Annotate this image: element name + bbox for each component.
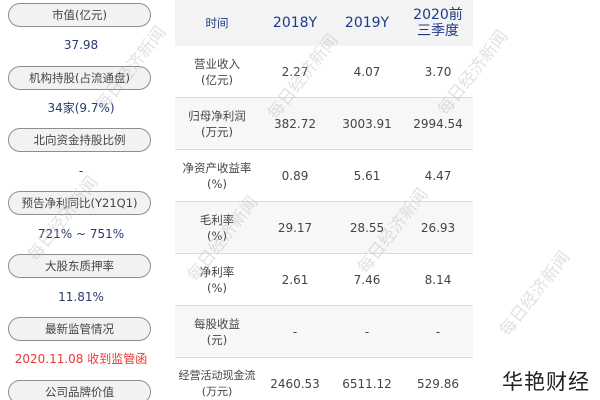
table-cell: 4.47: [424, 169, 452, 183]
table-row: 净资产收益率(%) 0.89 5.61 4.47: [175, 150, 473, 202]
brand-value-label: 公司品牌价值: [8, 380, 151, 400]
table-cell: 3.70: [424, 65, 452, 79]
pledge-ratio-value: 11.81%: [58, 290, 104, 304]
row-label: 营业收入(亿元): [194, 57, 240, 87]
institutional-holdings-label: 机构持股(占流通盘): [8, 66, 151, 90]
row-label: 毛利率(%): [199, 213, 235, 243]
regulatory-status-value: 2020.11.08 收到监管函: [14, 352, 148, 366]
table-cell: 29.17: [277, 221, 313, 235]
row-label: 归母净利润(万元): [188, 109, 246, 139]
northbound-holding-value: -: [78, 164, 84, 178]
table-cell: -: [364, 325, 370, 339]
header-2019: 2019Y: [344, 15, 390, 31]
table-cell: 26.93: [420, 221, 456, 235]
table-cell: 2.27: [281, 65, 309, 79]
northbound-holding-label: 北向资金持股比例: [8, 128, 151, 152]
header-2018: 2018Y: [272, 15, 318, 31]
financial-table: 时间 2018Y 2019Y 2020前三季度 营业收入(亿元) 2.27 4.…: [175, 0, 473, 400]
table-row: 经营活动现金流(万元) 2460.53 6511.12 529.86: [175, 358, 473, 400]
regulatory-status-label: 最新监管情况: [8, 317, 151, 341]
institutional-holdings-value: 34家(9.7%): [47, 101, 115, 115]
row-label: 净资产收益率(%): [182, 161, 252, 191]
watermark: 每日经济新闻: [495, 247, 575, 341]
table-cell: 2994.54: [413, 117, 463, 131]
profit-forecast-label: 预告净利同比(Y21Q1): [8, 191, 151, 215]
row-label: 每股收益(元): [194, 317, 240, 347]
stock-metrics-panel: 市值(亿元) 37.98 机构持股(占流通盘) 34家(9.7%) 北向资金持股…: [0, 0, 162, 400]
table-cell: -: [292, 325, 298, 339]
market-cap-value: 37.98: [63, 38, 99, 52]
table-row: 营业收入(亿元) 2.27 4.07 3.70: [175, 46, 473, 98]
brand-logo-text: 华艳财经: [498, 366, 594, 396]
table-cell: -: [435, 325, 441, 339]
table-cell: 529.86: [417, 377, 459, 391]
table-row: 每股收益(元) - - -: [175, 306, 473, 358]
row-label: 净利率(%): [199, 265, 235, 295]
table-cell: 3003.91: [342, 117, 392, 131]
table-row: 净利率(%) 2.61 7.46 8.14: [175, 254, 473, 306]
table-header: 时间 2018Y 2019Y 2020前三季度: [175, 0, 473, 46]
header-2020q3: 2020前三季度: [413, 7, 463, 39]
table-cell: 382.72: [274, 117, 316, 131]
row-label: 经营活动现金流(万元): [178, 369, 256, 398]
table-cell: 4.07: [353, 65, 381, 79]
table-cell: 0.89: [281, 169, 309, 183]
table-row: 归母净利润(万元) 382.72 3003.91 2994.54: [175, 98, 473, 150]
table-cell: 28.55: [349, 221, 385, 235]
table-cell: 7.46: [353, 273, 381, 287]
profit-forecast-value: 721% ~ 751%: [37, 227, 125, 241]
table-cell: 2.61: [281, 273, 309, 287]
pledge-ratio-label: 大股东质押率: [8, 254, 151, 278]
table-cell: 5.61: [353, 169, 381, 183]
table-cell: 2460.53: [270, 377, 320, 391]
table-cell: 8.14: [424, 273, 452, 287]
table-cell: 6511.12: [342, 377, 392, 391]
header-time: 时间: [205, 16, 229, 30]
table-row: 毛利率(%) 29.17 28.55 26.93: [175, 202, 473, 254]
market-cap-label: 市值(亿元): [8, 3, 151, 27]
